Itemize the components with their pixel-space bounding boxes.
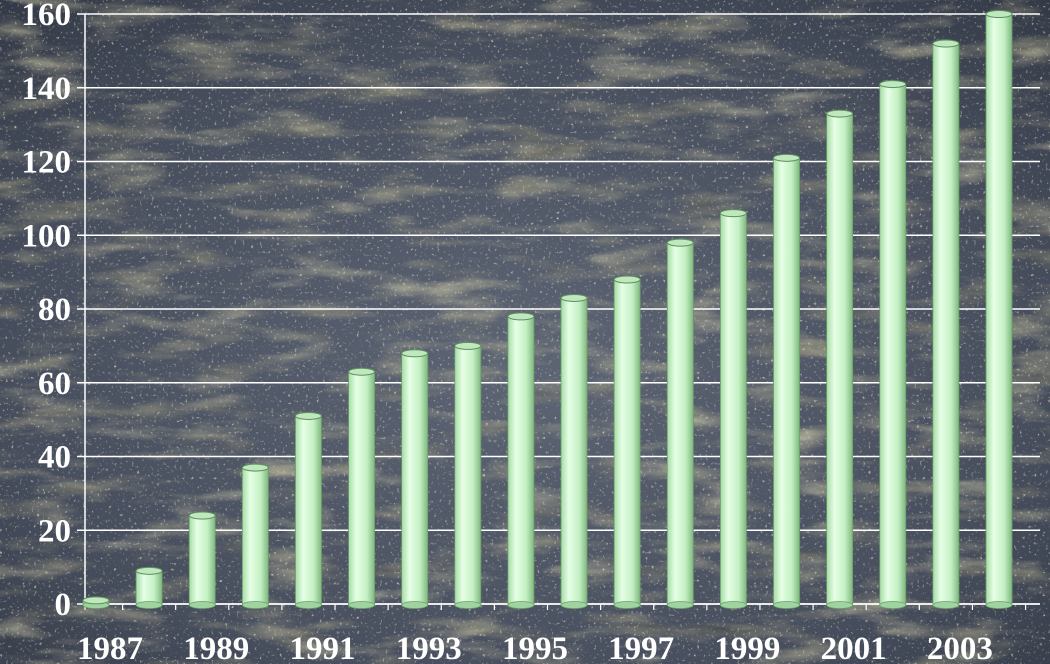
bar-1997 — [613, 275, 641, 609]
x-tick-label: 1991 — [289, 631, 355, 664]
y-tick-label: 100 — [22, 218, 72, 254]
x-axis-tick-labels: 1987 1989 1991 1993 1995 1997 1999 2001 2003 — [77, 631, 993, 664]
bar-2001 — [826, 109, 854, 609]
bar-body — [985, 13, 1013, 606]
bar-body — [826, 113, 854, 606]
bar-cap — [454, 341, 482, 350]
bar-body — [135, 570, 163, 606]
bar-base — [879, 601, 907, 609]
bar-cap — [348, 367, 376, 376]
bar-base — [135, 601, 163, 609]
bar-cap — [188, 511, 216, 520]
bar-2000 — [773, 153, 801, 609]
bar-body — [773, 157, 800, 606]
bar-body — [348, 371, 375, 606]
x-tick-label: 1993 — [396, 631, 462, 664]
y-tick-label: 160 — [22, 0, 72, 33]
bar-2003 — [932, 39, 960, 609]
bar-body — [507, 315, 535, 606]
bar-base — [401, 601, 429, 609]
bar-cap — [719, 209, 747, 218]
bar-cap — [294, 411, 322, 420]
bar-base — [507, 601, 535, 609]
bar-base — [932, 601, 960, 609]
bar-body — [560, 297, 588, 606]
x-tick-label: 1987 — [77, 631, 143, 664]
x-tick-label: 2003 — [927, 631, 993, 664]
y-tick-label: 60 — [38, 366, 71, 402]
bar-1992 — [348, 367, 376, 609]
bar-cap — [773, 153, 801, 162]
bar-cap — [879, 80, 907, 89]
bar-base — [666, 601, 694, 609]
bar-1987 — [82, 596, 110, 609]
bar-1989 — [188, 511, 216, 609]
x-tick-label: 1997 — [608, 631, 674, 664]
x-tick-label: 2001 — [821, 631, 887, 664]
y-axis-tick-labels: 0 20 40 60 80 100 120 140 160 — [22, 0, 72, 623]
bar-2004 — [985, 10, 1013, 609]
bar-cap — [241, 463, 269, 472]
bar-cap — [135, 566, 163, 575]
y-tick-label: 0 — [55, 587, 72, 623]
bar-base — [826, 601, 854, 609]
bar-body — [454, 345, 482, 606]
bar-base — [720, 601, 747, 609]
x-tick-label: 1989 — [183, 631, 249, 664]
bar-1993 — [401, 349, 429, 609]
bar-cap — [613, 275, 641, 284]
bar-base — [454, 601, 482, 609]
bar-1998 — [666, 238, 694, 609]
bar-body — [188, 515, 216, 606]
x-tick-label: 1999 — [714, 631, 780, 664]
bar-cap — [560, 293, 588, 302]
bar-cap — [985, 10, 1013, 18]
bar-base — [773, 601, 800, 609]
bar-1995 — [507, 312, 535, 609]
bar-body — [666, 242, 694, 606]
bar-cap — [507, 312, 535, 321]
bar-body — [613, 279, 641, 606]
x-tick-label: 1995 — [502, 631, 568, 664]
bar-1988 — [135, 566, 163, 609]
bar-2002 — [879, 80, 907, 609]
bar-cap — [826, 109, 854, 118]
bar-1994 — [454, 341, 482, 609]
bar-cap — [82, 596, 110, 605]
bar-body — [879, 83, 907, 606]
y-tick-label: 140 — [22, 71, 72, 107]
bars — [82, 10, 1013, 609]
bar-base — [241, 601, 269, 609]
bar-cap — [932, 39, 960, 48]
y-tick-label: 120 — [22, 145, 72, 181]
bar-base — [348, 601, 375, 609]
y-tick-label: 40 — [38, 440, 71, 476]
bar-body — [295, 415, 322, 606]
bar-body — [932, 43, 960, 606]
bar-1990 — [241, 463, 269, 609]
bar-base — [613, 601, 641, 609]
bar-base — [188, 601, 216, 609]
bar-body — [241, 467, 269, 606]
bar-1991 — [294, 411, 322, 609]
bar-base — [295, 601, 322, 609]
bar-base — [560, 601, 588, 609]
bar-body — [401, 352, 429, 606]
y-tick-label: 20 — [38, 513, 71, 549]
bar-body — [720, 212, 747, 606]
bar-1996 — [560, 293, 588, 609]
bar-1999 — [719, 209, 747, 609]
bar-base — [985, 601, 1013, 609]
bar-cap — [666, 238, 694, 247]
y-tick-label: 80 — [38, 292, 71, 328]
bar-cap — [401, 349, 429, 358]
